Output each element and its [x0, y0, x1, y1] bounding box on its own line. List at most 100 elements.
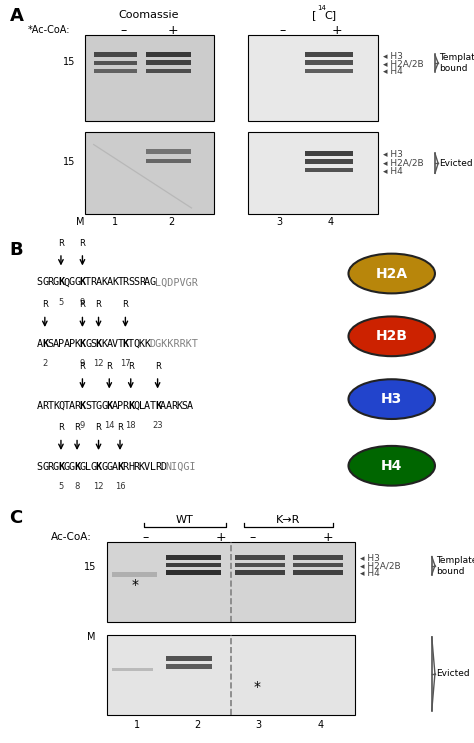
Text: M: M [87, 632, 96, 642]
Text: K: K [112, 277, 118, 288]
Text: K: K [80, 339, 86, 349]
Text: R: R [42, 300, 48, 309]
Bar [146, 158, 191, 163]
Text: 3: 3 [256, 720, 262, 730]
Bar [305, 69, 353, 73]
Bar [84, 35, 214, 120]
Bar [166, 571, 221, 575]
Text: R: R [123, 277, 129, 288]
Text: R: R [74, 424, 80, 432]
Text: R: R [58, 424, 64, 432]
Bar [94, 68, 137, 73]
Text: K: K [58, 462, 64, 472]
Bar [146, 52, 191, 57]
Text: 3: 3 [276, 217, 283, 227]
Text: 12: 12 [93, 482, 104, 491]
Text: 9: 9 [80, 298, 85, 307]
Text: 15: 15 [83, 562, 96, 572]
Text: WT: WT [176, 515, 193, 525]
Text: R: R [117, 424, 123, 432]
Text: ◂ H4: ◂ H4 [360, 569, 380, 578]
Text: S: S [85, 400, 91, 411]
Text: 4: 4 [317, 720, 323, 730]
Text: T: T [128, 339, 134, 349]
Text: H2A: H2A [376, 267, 408, 281]
Text: ◂ H2A/2B: ◂ H2A/2B [383, 59, 423, 68]
Text: ◂ H2A/2B: ◂ H2A/2B [360, 561, 401, 570]
Text: G: G [69, 462, 75, 472]
Text: ◂ H3: ◂ H3 [360, 554, 380, 562]
Text: G: G [74, 277, 81, 288]
Bar [146, 149, 191, 154]
Text: 2: 2 [168, 217, 174, 227]
Text: A: A [64, 339, 70, 349]
Text: K: K [118, 462, 123, 472]
Text: 5: 5 [58, 482, 64, 491]
Text: R: R [42, 400, 48, 411]
Text: P: P [58, 339, 64, 349]
Bar [305, 168, 353, 172]
Bar [94, 52, 137, 57]
Text: S: S [182, 400, 188, 411]
Ellipse shape [348, 379, 435, 419]
Text: K: K [80, 400, 86, 411]
Text: 9: 9 [80, 360, 85, 369]
Text: ◂ H3: ◂ H3 [383, 52, 402, 61]
Text: *Ac-CoA:: *Ac-CoA: [27, 25, 70, 35]
Bar [305, 52, 353, 57]
Ellipse shape [348, 446, 435, 486]
Text: 1: 1 [112, 217, 118, 227]
Text: R: R [134, 462, 139, 472]
Text: A: A [9, 7, 23, 25]
Text: S: S [37, 462, 43, 472]
Text: Template-
bound: Template- bound [436, 556, 474, 576]
Text: S: S [128, 277, 134, 288]
Bar [166, 562, 221, 567]
Text: [: [ [312, 10, 317, 20]
Text: K: K [53, 400, 59, 411]
Text: G: G [80, 462, 86, 472]
Text: *: * [131, 578, 138, 592]
Text: 16: 16 [115, 482, 125, 491]
Bar [107, 635, 356, 716]
Bar [248, 35, 378, 120]
Text: C]: C] [324, 10, 336, 20]
Bar [292, 571, 343, 575]
Text: K: K [128, 400, 134, 411]
Text: Q: Q [134, 400, 139, 411]
Text: 18: 18 [126, 421, 136, 430]
Text: +: + [323, 531, 333, 544]
Text: G: G [42, 277, 48, 288]
Text: Evicted: Evicted [436, 669, 470, 678]
Text: A: A [112, 400, 118, 411]
Text: R: R [96, 424, 101, 432]
Text: 12: 12 [93, 360, 104, 369]
Text: A: A [144, 277, 150, 288]
Text: K: K [139, 462, 145, 472]
Bar [146, 60, 191, 65]
Text: A: A [53, 339, 59, 349]
Text: R: R [47, 277, 54, 288]
Text: V: V [112, 339, 118, 349]
Text: M: M [76, 217, 84, 227]
Text: L: L [85, 462, 91, 472]
Text: 2: 2 [42, 360, 47, 369]
Text: G: G [101, 462, 107, 472]
Bar [94, 61, 137, 65]
Text: T: T [149, 400, 155, 411]
Text: S: S [47, 339, 54, 349]
Text: S: S [37, 277, 43, 288]
Text: K→R: K→R [276, 515, 300, 525]
Text: Template-
bound: Template- bound [439, 53, 474, 73]
Ellipse shape [348, 253, 435, 293]
Bar [305, 60, 353, 65]
Text: –: – [279, 24, 286, 36]
Text: A: A [107, 339, 113, 349]
Text: S: S [134, 277, 139, 288]
Bar [166, 555, 221, 560]
Text: 15: 15 [63, 157, 75, 166]
Text: 15: 15 [63, 57, 75, 68]
Text: K: K [74, 339, 81, 349]
Text: 2: 2 [194, 720, 201, 730]
Text: T: T [91, 400, 97, 411]
